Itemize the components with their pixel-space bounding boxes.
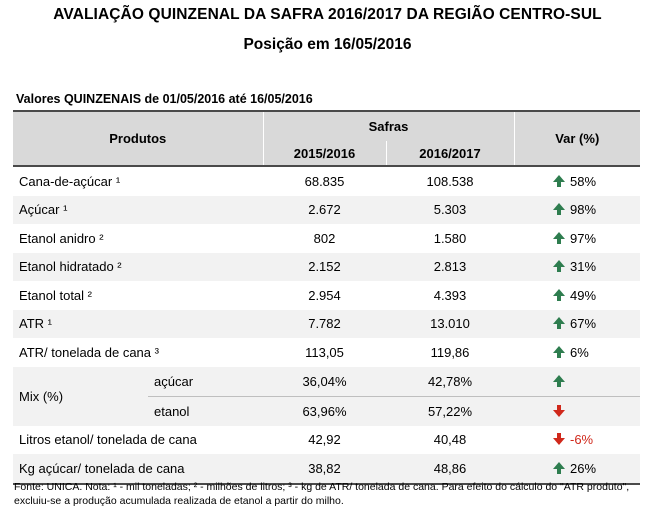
value-2015-2016: 2.672	[263, 195, 386, 224]
table-row: Etanol hidratado ² 2.152 2.813 31%	[13, 252, 640, 281]
product-label: Etanol hidratado ²	[13, 252, 263, 281]
var-cell: 97%	[514, 224, 640, 253]
arrow-up-icon	[552, 316, 566, 330]
header-safras: Safras	[262, 110, 514, 141]
product-label: Açúcar ¹	[13, 195, 263, 224]
var-value: 97%	[570, 230, 597, 246]
value-2016-2017: 1.580	[433, 230, 467, 246]
table-row: Cana-de-açúcar ¹ 68.835 108.538 58%	[13, 165, 640, 196]
value-2016-2017: 108.538	[386, 165, 514, 196]
var-cell: 6%	[514, 338, 640, 367]
table-row: ATR ¹ 7.782 13.010 67%	[13, 309, 640, 338]
value-2015-2016: 2.152	[263, 252, 386, 281]
var-cell	[514, 366, 640, 396]
mix-sub-label-etanol: etanol	[148, 395, 263, 426]
product-label: Etanol total ²	[19, 287, 92, 303]
arrow-up-icon	[552, 288, 566, 302]
page-title: AVALIAÇÃO QUINZENAL DA SAFRA 2016/2017 D…	[53, 6, 602, 23]
value-2015-2016: 2.954	[308, 287, 341, 303]
var-cell: 31%	[514, 252, 640, 281]
value-2016-2017: 42,78%	[386, 366, 514, 396]
period-label: Valores QUINZENAIS de 01/05/2016 até 16/…	[16, 92, 313, 106]
header-year-1: 2015/2016	[262, 141, 386, 166]
arrow-up-icon	[552, 345, 566, 359]
value-2016-2017: 48,86	[386, 454, 514, 485]
product-label: Cana-de-açúcar ¹	[13, 165, 263, 196]
arrow-up-icon	[552, 174, 566, 188]
mix-label: Mix (%)	[13, 366, 148, 426]
var-value: 31%	[570, 259, 597, 275]
table-row: Kg açúcar/ tonelada de cana 38,82 48,86 26%	[13, 454, 640, 485]
value-2015-2016: 38,82	[263, 454, 386, 485]
value-2016-2017: 13.010	[386, 309, 514, 338]
var-value: 67%	[570, 316, 597, 332]
value-2016-2017: 4.393	[433, 287, 467, 303]
table-body: Cana-de-açúcar ¹ 68.835 108.538 58% Açúcar ¹…	[13, 165, 640, 485]
var-cell: 49%	[514, 281, 640, 310]
value-2016-2017: 119,86	[430, 344, 470, 360]
footnote: Fonte: UNICA. Nota: ¹ - mil toneladas; ²…	[14, 481, 630, 507]
header-year-2: 2016/2017	[385, 141, 514, 166]
page-subtitle: Posição em 16/05/2016	[243, 36, 412, 53]
arrow-up-icon	[552, 231, 566, 245]
product-label: Litros etanol/ tonelada de cana	[19, 432, 197, 448]
product-label: Kg açúcar/ tonelada de cana	[13, 454, 263, 485]
table-row-mix-acucar: Mix (%) açúcar 36,04% 42,78%	[13, 366, 640, 426]
safra-table: Produtos Safras Var (%) 2015/2016 2016/2…	[13, 110, 640, 485]
var-cell: -6%	[514, 426, 640, 455]
value-2015-2016: 113,05	[305, 344, 344, 360]
mix-sub-label-acucar: açúcar	[148, 366, 263, 396]
value-2015-2016: 63,96%	[263, 395, 386, 426]
table-row: Litros etanol/ tonelada de cana 42,92 40,4…	[13, 426, 640, 455]
var-cell: 67%	[514, 309, 640, 338]
arrow-up-icon	[552, 259, 566, 273]
table-row-mix-etanol: etanol 63,96% 57,22%	[13, 395, 640, 426]
var-value: 98%	[570, 202, 597, 218]
value-2015-2016: 42,92	[308, 432, 341, 448]
value-2015-2016: 7.782	[263, 309, 386, 338]
table-row: Etanol anidro ² 802 1.580 97%	[13, 224, 640, 253]
product-label: ATR ¹	[13, 309, 263, 338]
var-value: -6%	[570, 432, 594, 448]
value-2016-2017: 5.303	[386, 195, 514, 224]
value-2015-2016: 802	[313, 230, 336, 246]
product-label: ATR/ tonelada de cana ³	[19, 344, 159, 360]
value-2016-2017: 40,48	[433, 432, 467, 448]
header-produtos: Produtos	[13, 110, 263, 166]
value-2016-2017: 2.813	[386, 252, 514, 281]
table-row: ATR/ tonelada de cana ³ 113,05 119,86 6%	[13, 338, 640, 367]
product-label: Etanol anidro ²	[19, 230, 104, 246]
value-2016-2017: 57,22%	[386, 395, 514, 426]
var-cell: 98%	[514, 195, 640, 224]
value-2015-2016: 36,04%	[263, 366, 386, 396]
arrow-down-icon	[552, 404, 566, 418]
var-cell	[514, 395, 640, 426]
arrow-up-icon	[552, 461, 566, 475]
var-cell: 58%	[514, 165, 640, 196]
arrow-down-icon	[552, 432, 566, 446]
var-value: 58%	[570, 173, 597, 189]
var-cell: 26%	[514, 454, 640, 485]
header-var: Var (%)	[513, 110, 640, 166]
var-value: 6%	[570, 344, 589, 360]
arrow-up-icon	[552, 202, 566, 216]
table-row: Açúcar ¹ 2.672 5.303 98%	[13, 195, 640, 224]
table-row: Etanol total ² 2.954 4.393 49%	[13, 281, 640, 310]
var-value: 26%	[570, 460, 597, 476]
value-2015-2016: 68.835	[263, 165, 386, 196]
arrow-up-icon	[552, 374, 566, 388]
var-value: 49%	[570, 287, 597, 303]
